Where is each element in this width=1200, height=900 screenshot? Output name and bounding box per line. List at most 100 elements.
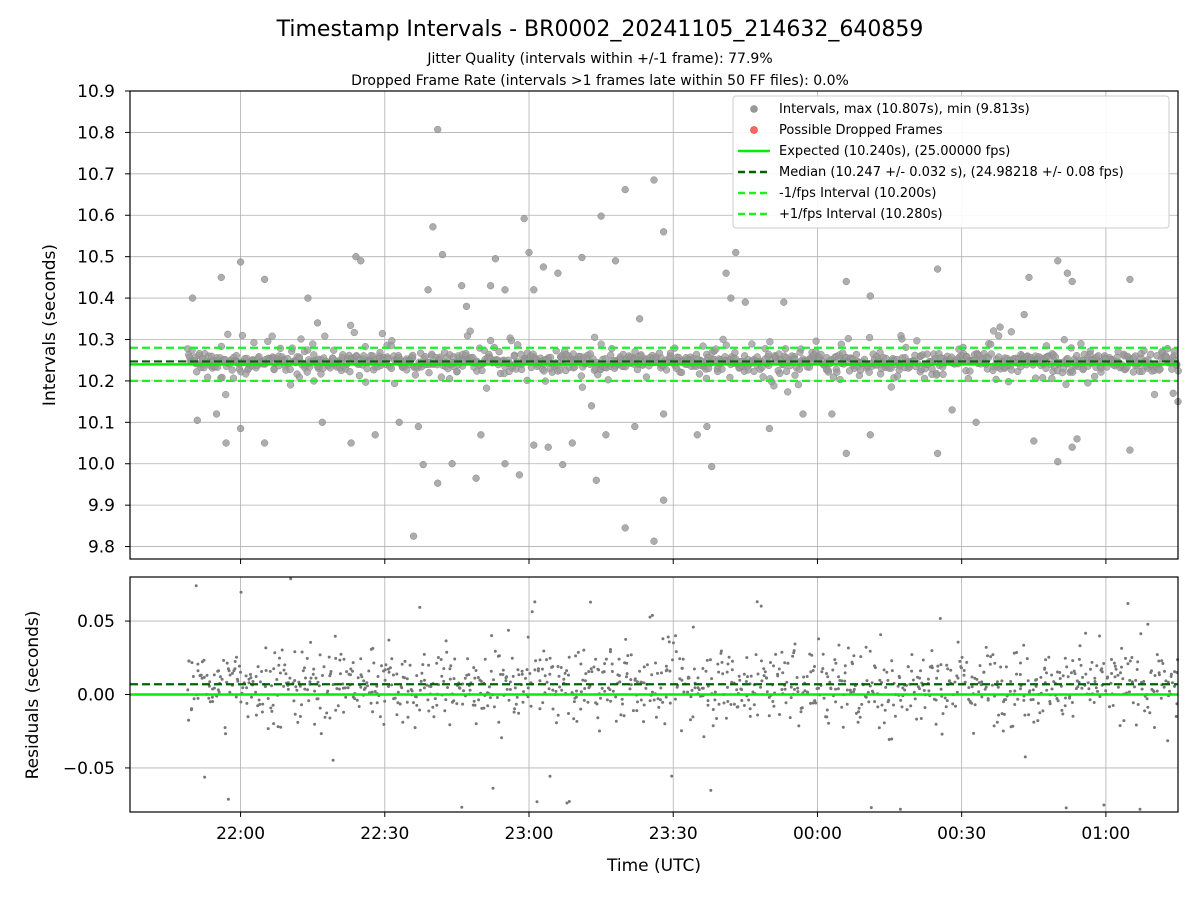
interval-outlier-point — [741, 298, 749, 306]
residual-point — [1069, 671, 1073, 675]
residual-point — [370, 690, 374, 694]
chart-title: Timestamp Intervals - BR0002_20241105_21… — [276, 17, 924, 42]
residual-point — [947, 679, 951, 683]
residual-point — [736, 705, 740, 709]
residual-point — [440, 674, 444, 678]
residual-point — [482, 706, 486, 710]
residual-point — [1108, 705, 1111, 709]
residual-point — [461, 702, 465, 706]
residual-point — [850, 660, 854, 664]
residual-point — [313, 689, 317, 693]
residual-point — [341, 682, 345, 686]
residual-point — [941, 712, 945, 716]
chart-subtitle-jitter: Jitter Quality (intervals within +/-1 fr… — [426, 51, 772, 67]
residual-point — [375, 701, 379, 705]
residual-point — [210, 695, 214, 699]
residual-point — [890, 737, 894, 741]
intervals-y-tick-label: 10.0 — [77, 455, 115, 475]
intervals-y-tick-label: 10.2 — [77, 372, 115, 392]
residual-point — [319, 732, 323, 736]
residual-point — [730, 680, 734, 684]
residual-point — [1073, 672, 1077, 676]
residual-point — [984, 685, 988, 689]
residual-point — [473, 703, 477, 707]
residual-point — [526, 686, 530, 690]
residual-point — [995, 720, 999, 724]
residual-point — [222, 658, 226, 662]
residual-point — [217, 669, 221, 673]
residual-point — [943, 696, 947, 700]
residual-point — [834, 661, 838, 665]
residual-point — [791, 654, 795, 658]
residual-point — [297, 680, 301, 684]
residual-point — [845, 688, 849, 692]
residual-point — [997, 713, 1001, 717]
residual-point — [567, 712, 570, 715]
residual-point — [452, 677, 456, 681]
residuals-y-tick-label: 0.05 — [77, 612, 115, 632]
residual-point — [866, 690, 870, 694]
x-tick-label: 00:00 — [793, 824, 842, 844]
residual-point — [837, 675, 841, 679]
residual-point — [278, 671, 282, 675]
residual-point — [582, 698, 586, 702]
residual-point — [611, 689, 615, 693]
residual-point — [351, 669, 354, 673]
interval-outlier-point — [458, 282, 466, 290]
residual-point — [284, 672, 288, 676]
residual-point — [668, 669, 672, 673]
residual-point — [825, 708, 829, 712]
residual-point — [548, 656, 552, 660]
residual-point — [610, 662, 614, 666]
residual-point — [1161, 662, 1165, 665]
residual-point — [272, 667, 276, 671]
residual-point — [415, 703, 419, 707]
residual-point — [727, 655, 731, 659]
residual-point — [275, 678, 279, 681]
residual-point — [873, 666, 877, 670]
residual-point — [359, 685, 363, 689]
residual-point — [918, 676, 922, 680]
interval-point — [297, 335, 305, 343]
interval-point — [662, 366, 671, 374]
residual-point — [313, 722, 317, 726]
residual-point — [444, 698, 448, 702]
residual-point — [393, 696, 397, 700]
residual-point — [828, 680, 832, 684]
residual-point — [371, 646, 375, 650]
residual-point — [1105, 676, 1109, 680]
residual-point — [848, 688, 852, 692]
residual-point — [822, 696, 826, 700]
residual-point — [1027, 713, 1031, 717]
residual-point — [1015, 651, 1019, 654]
residual-point — [513, 686, 517, 690]
residual-point — [1059, 684, 1063, 688]
residual-point — [596, 716, 600, 720]
interval-point — [666, 349, 675, 357]
residual-point — [885, 670, 889, 674]
residual-point — [224, 732, 227, 736]
residual-point — [588, 684, 592, 688]
residual-point — [457, 686, 461, 690]
interval-point — [964, 374, 972, 383]
residual-point — [870, 681, 874, 685]
residual-point — [629, 683, 633, 687]
interval-point — [695, 370, 704, 378]
interval-outlier-point — [578, 253, 586, 262]
residual-point — [323, 715, 327, 719]
residual-point — [1022, 643, 1026, 647]
residual-point — [508, 680, 512, 684]
residual-point — [355, 698, 359, 702]
residual-point — [526, 695, 530, 699]
interval-point — [1090, 372, 1099, 381]
interval-point — [295, 353, 304, 361]
residual-point — [884, 685, 888, 689]
intervals-plot-frame — [129, 90, 1179, 560]
residual-point — [535, 800, 539, 804]
residual-point — [629, 678, 633, 682]
residual-point — [930, 666, 934, 670]
residual-point — [701, 686, 705, 690]
residual-point — [583, 679, 587, 683]
residual-point — [512, 710, 516, 714]
interval-outlier-point — [659, 410, 668, 418]
